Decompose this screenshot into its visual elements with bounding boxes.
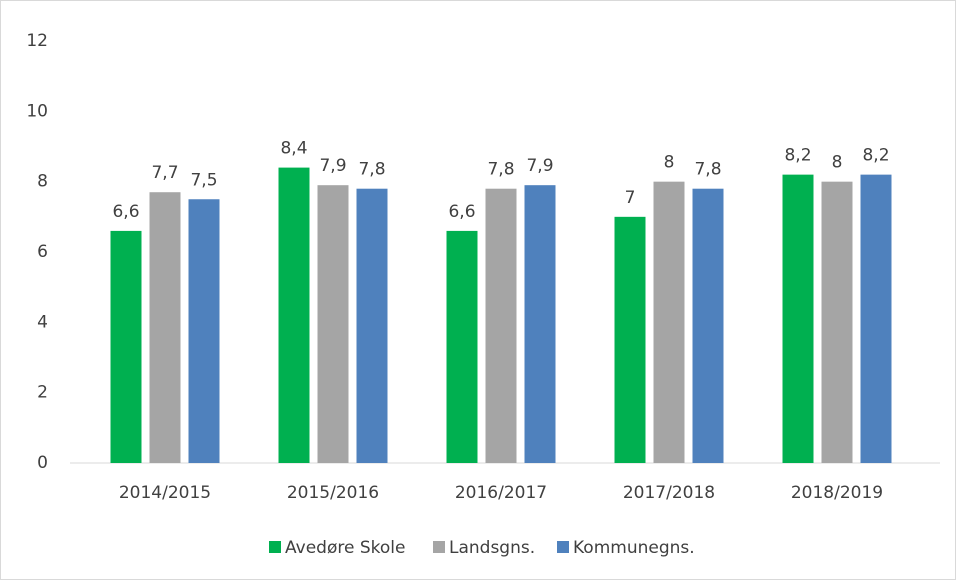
data-label: 8,2 bbox=[784, 146, 811, 166]
legend-label: Kommunegns. bbox=[573, 538, 695, 558]
bar bbox=[149, 192, 181, 463]
y-tick-label: 4 bbox=[37, 312, 48, 332]
x-tick-label: 2015/2016 bbox=[287, 483, 379, 503]
data-label: 7,9 bbox=[319, 156, 346, 176]
data-label: 7,8 bbox=[694, 160, 721, 180]
x-tick-label: 2018/2019 bbox=[791, 483, 883, 503]
legend-swatch bbox=[557, 541, 569, 553]
y-tick-label: 10 bbox=[26, 101, 48, 121]
legend-swatch bbox=[269, 541, 281, 553]
y-tick-label: 6 bbox=[37, 242, 48, 262]
bar bbox=[446, 230, 478, 463]
bar bbox=[278, 167, 310, 463]
y-tick-label: 2 bbox=[37, 383, 48, 403]
legend-swatch bbox=[433, 541, 445, 553]
data-label: 7,5 bbox=[190, 170, 217, 190]
data-label: 8,4 bbox=[280, 139, 307, 159]
bar bbox=[356, 188, 388, 463]
bar bbox=[860, 174, 892, 463]
bar bbox=[614, 216, 646, 463]
bar bbox=[692, 188, 724, 463]
x-tick-label: 2017/2018 bbox=[623, 483, 715, 503]
data-label: 8 bbox=[832, 153, 843, 173]
data-label: 7,8 bbox=[358, 160, 385, 180]
y-tick-label: 8 bbox=[37, 172, 48, 192]
legend-label: Avedøre Skole bbox=[285, 538, 405, 558]
data-label: 8,2 bbox=[862, 146, 889, 166]
bar bbox=[782, 174, 814, 463]
bar bbox=[110, 230, 142, 463]
x-tick-label: 2014/2015 bbox=[119, 483, 211, 503]
bar bbox=[524, 185, 556, 463]
data-label: 7,7 bbox=[151, 163, 178, 183]
bar bbox=[485, 188, 517, 463]
data-label: 7,8 bbox=[487, 160, 514, 180]
data-label: 7 bbox=[625, 188, 636, 208]
y-tick-label: 12 bbox=[26, 31, 48, 51]
bar bbox=[188, 199, 220, 463]
data-label: 8 bbox=[664, 153, 675, 173]
data-label: 6,6 bbox=[112, 202, 139, 222]
data-label: 6,6 bbox=[448, 202, 475, 222]
bar bbox=[653, 181, 685, 463]
y-tick-label: 0 bbox=[37, 453, 48, 473]
data-label: 7,9 bbox=[526, 156, 553, 176]
bar bbox=[317, 185, 349, 463]
legend-label: Landsgns. bbox=[449, 538, 535, 558]
bar bbox=[821, 181, 853, 463]
x-tick-label: 2016/2017 bbox=[455, 483, 547, 503]
